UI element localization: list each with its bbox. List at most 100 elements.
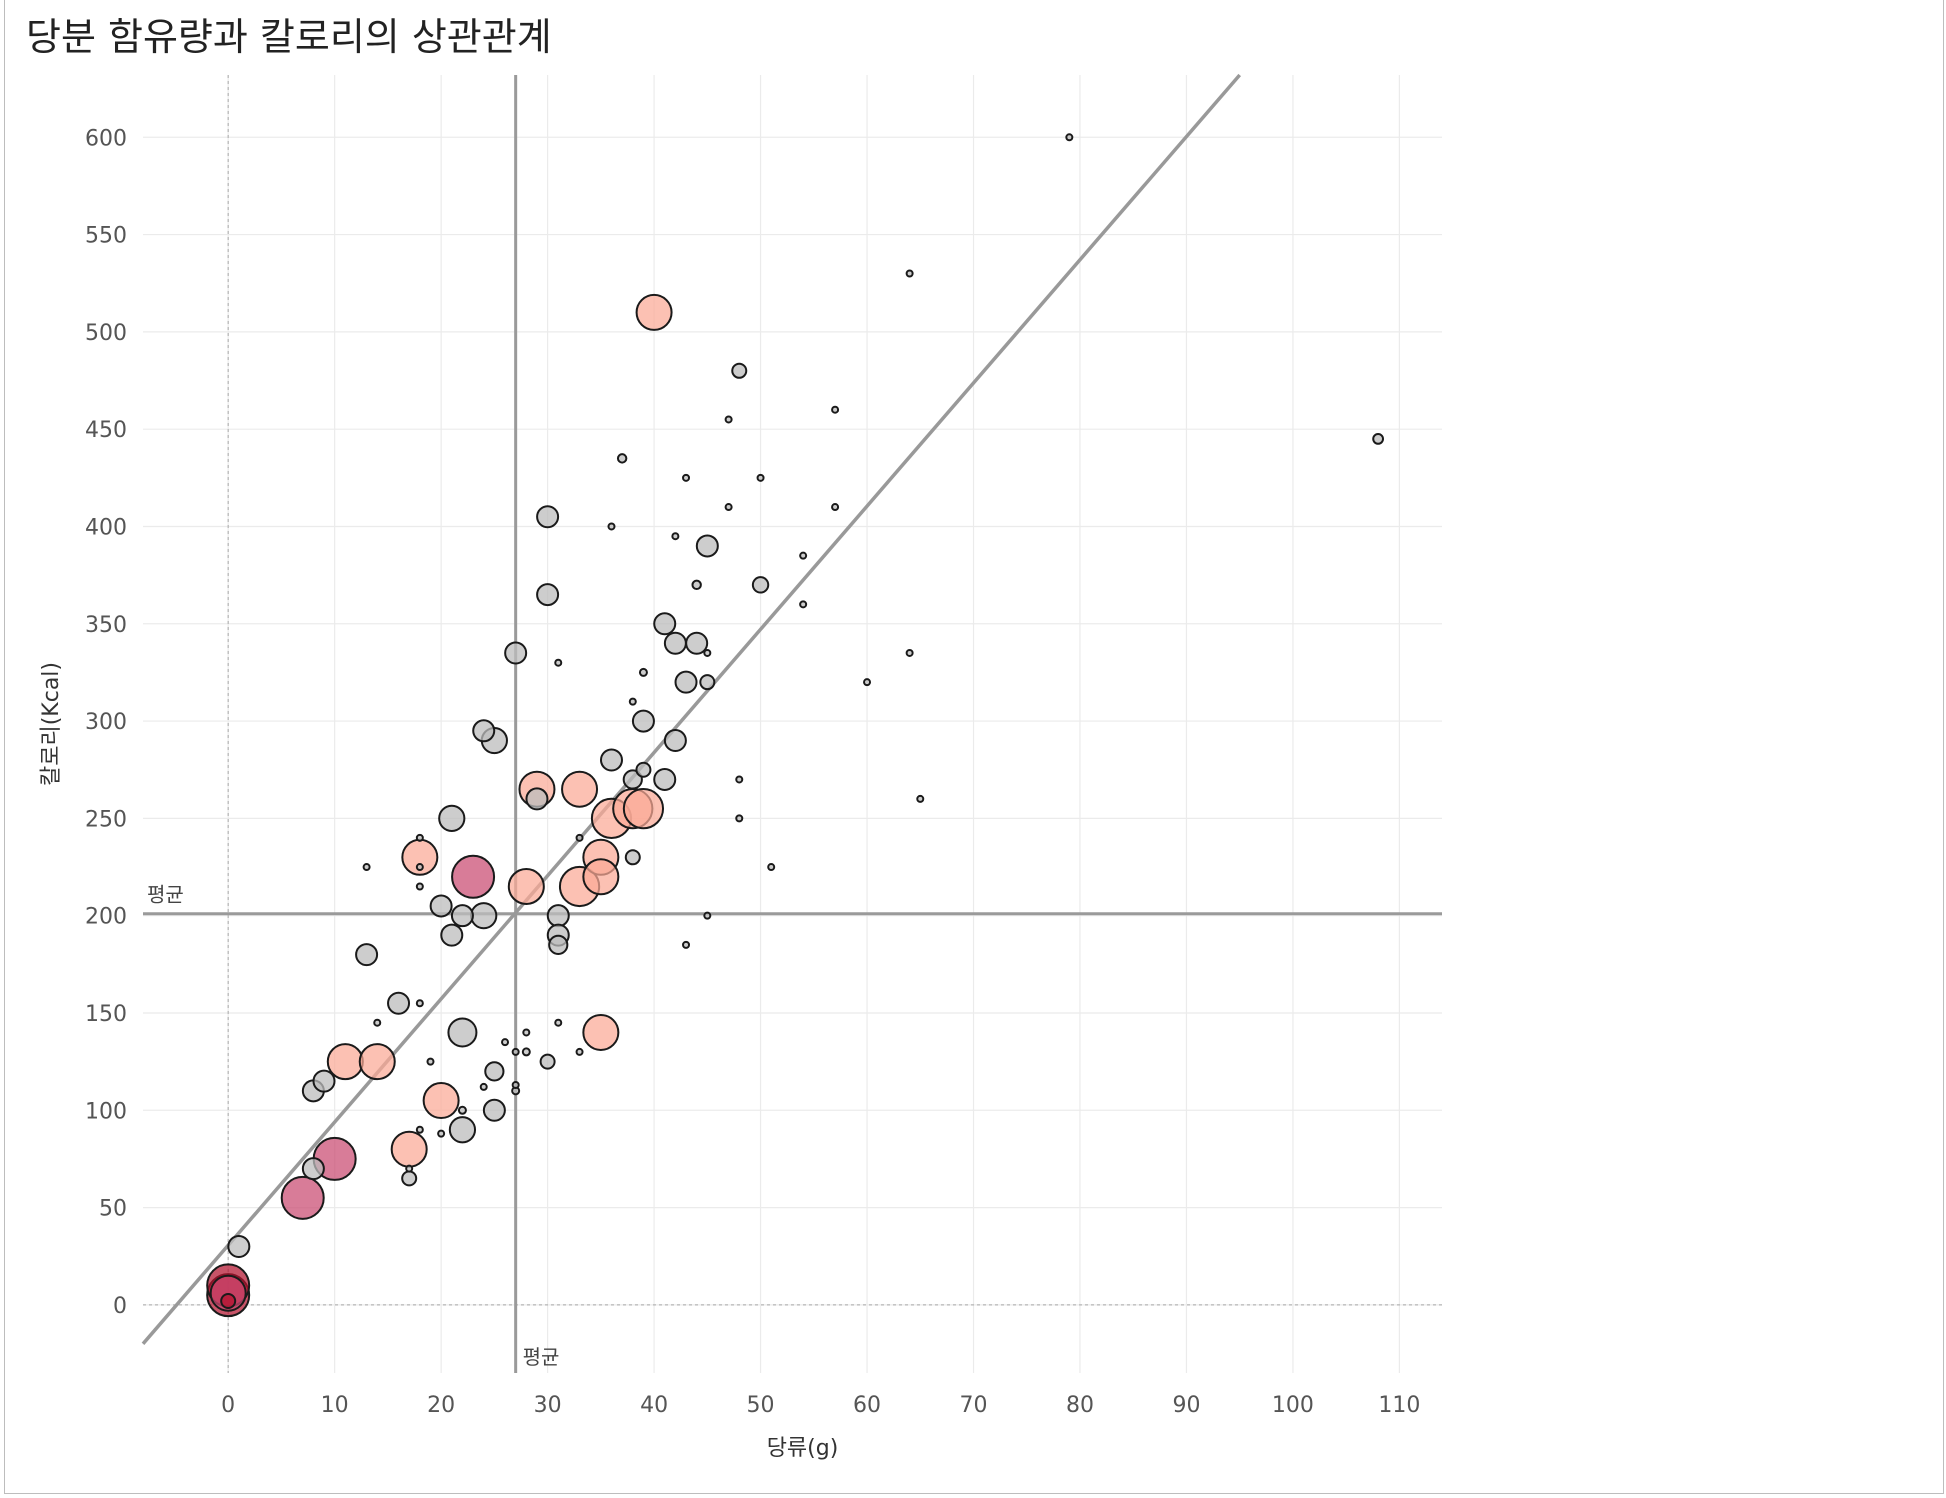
data-point bbox=[831, 503, 840, 512]
data-point bbox=[751, 576, 770, 594]
data-point bbox=[905, 648, 914, 657]
y-tick-label: 450 bbox=[85, 418, 127, 443]
data-point bbox=[437, 1129, 446, 1138]
data-point bbox=[724, 503, 733, 512]
data-point bbox=[671, 532, 680, 541]
data-point bbox=[429, 894, 453, 918]
zero-lines bbox=[143, 75, 1442, 1373]
data-point bbox=[536, 505, 560, 529]
data-point bbox=[638, 667, 648, 677]
y-tick-label: 50 bbox=[99, 1197, 127, 1222]
data-point bbox=[691, 579, 702, 591]
data-point bbox=[663, 729, 687, 753]
data-point bbox=[582, 1013, 620, 1051]
trend-line-group bbox=[141, 73, 1242, 1345]
mean-label-x: 평균 bbox=[523, 1345, 560, 1369]
data-point bbox=[1065, 133, 1074, 142]
data-point bbox=[479, 1082, 488, 1091]
y-tick-label: 600 bbox=[85, 126, 127, 151]
x-tick-label: 40 bbox=[640, 1393, 668, 1418]
data-points bbox=[206, 133, 1385, 1318]
x-tick-label: 10 bbox=[321, 1393, 349, 1418]
data-point bbox=[575, 1047, 584, 1056]
y-tick-label: 350 bbox=[85, 613, 127, 638]
mean-label-y: 평균 bbox=[147, 883, 184, 907]
data-point bbox=[501, 1038, 510, 1047]
data-point bbox=[358, 1043, 396, 1081]
x-tick-label: 100 bbox=[1272, 1393, 1314, 1418]
data-point bbox=[635, 293, 673, 331]
gridlines bbox=[143, 75, 1442, 1373]
x-tick-label: 50 bbox=[747, 1393, 775, 1418]
data-point bbox=[575, 833, 584, 842]
data-point bbox=[653, 767, 677, 791]
data-point bbox=[635, 761, 652, 778]
x-tick-labels: 0 10 20 30 40 50 60 70 80 90 100 110 bbox=[221, 1393, 1420, 1418]
x-tick-label: 90 bbox=[1172, 1393, 1200, 1418]
trend-line bbox=[141, 73, 1242, 1345]
data-point bbox=[220, 1292, 237, 1309]
data-point bbox=[355, 943, 379, 967]
data-point bbox=[415, 882, 424, 891]
data-point bbox=[622, 788, 665, 830]
x-tick-label: 80 bbox=[1066, 1393, 1094, 1418]
data-point bbox=[624, 849, 641, 866]
data-point bbox=[426, 1057, 435, 1066]
data-point bbox=[631, 709, 655, 733]
data-point bbox=[448, 1116, 477, 1144]
data-point bbox=[831, 405, 840, 414]
data-point bbox=[756, 473, 765, 482]
data-point bbox=[628, 697, 637, 706]
data-point bbox=[561, 770, 599, 808]
y-tick-label: 400 bbox=[85, 515, 127, 540]
data-point bbox=[674, 670, 698, 694]
data-point bbox=[905, 269, 914, 278]
data-point bbox=[438, 804, 466, 832]
data-point bbox=[916, 794, 925, 803]
data-point bbox=[622, 769, 643, 790]
data-point bbox=[472, 719, 496, 743]
data-point bbox=[415, 1125, 424, 1134]
data-point bbox=[280, 1175, 325, 1220]
data-point bbox=[415, 833, 424, 842]
data-point bbox=[554, 1018, 563, 1027]
data-point bbox=[362, 863, 371, 872]
data-point bbox=[451, 854, 496, 899]
y-tick-labels: 0 50 100 150 200 250 300 350 400 450 500 550 600 bbox=[85, 126, 127, 1319]
data-point bbox=[450, 904, 474, 928]
y-tick-label: 200 bbox=[85, 905, 127, 930]
data-point bbox=[507, 867, 545, 905]
data-point bbox=[415, 999, 424, 1008]
data-point bbox=[703, 911, 712, 920]
data-point bbox=[457, 1105, 467, 1115]
x-tick-label: 30 bbox=[534, 1393, 562, 1418]
data-point bbox=[685, 631, 709, 655]
data-point bbox=[539, 1053, 556, 1070]
data-point bbox=[735, 814, 744, 823]
data-point bbox=[401, 1170, 418, 1187]
data-point bbox=[554, 658, 563, 667]
data-point bbox=[387, 991, 411, 1015]
data-point bbox=[525, 787, 549, 811]
y-tick-label: 150 bbox=[85, 1002, 127, 1027]
data-point bbox=[599, 748, 623, 772]
data-point bbox=[724, 415, 733, 424]
data-point bbox=[522, 1028, 531, 1037]
data-point bbox=[326, 1043, 364, 1081]
data-point bbox=[227, 1235, 251, 1259]
data-point bbox=[447, 1017, 478, 1048]
data-point bbox=[663, 631, 687, 655]
data-point bbox=[521, 1047, 531, 1057]
data-point bbox=[731, 362, 748, 379]
y-tick-label: 250 bbox=[85, 807, 127, 832]
data-point bbox=[482, 1098, 506, 1122]
data-point bbox=[682, 473, 691, 482]
data-point bbox=[703, 648, 712, 657]
y-tick-label: 0 bbox=[113, 1294, 127, 1319]
chart-title: 당분 함유량과 칼로리의 상관관계 bbox=[26, 15, 552, 59]
y-tick-label: 500 bbox=[85, 321, 127, 346]
data-point bbox=[484, 1061, 505, 1082]
data-point bbox=[312, 1069, 336, 1093]
data-point bbox=[1372, 433, 1385, 445]
